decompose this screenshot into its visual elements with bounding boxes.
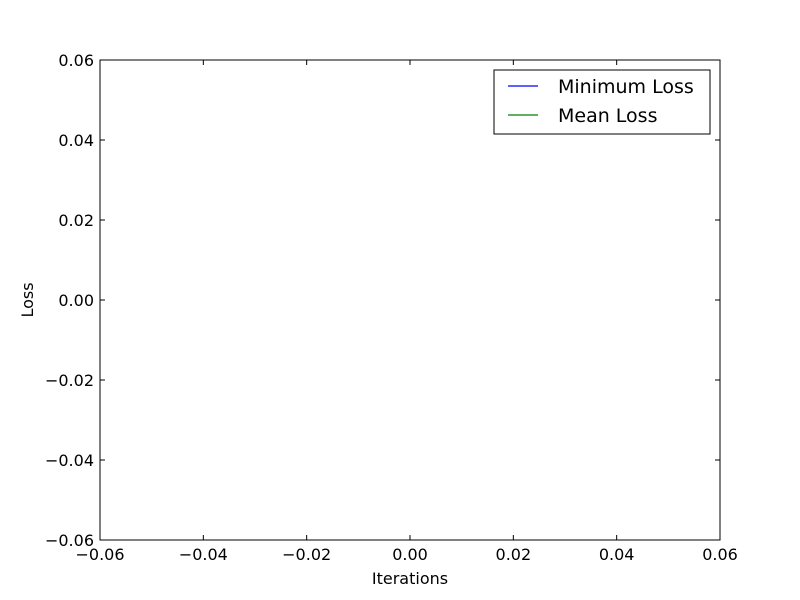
x-tick-label: 0.02	[496, 545, 532, 564]
y-tick-label: −0.02	[45, 371, 94, 390]
legend-box	[493, 69, 711, 135]
x-tick-label: −0.06	[75, 545, 124, 564]
legend-label-mean-loss: Mean Loss	[558, 105, 657, 127]
x-tick-label: −0.04	[179, 545, 228, 564]
x-axis-title: Iterations	[372, 569, 448, 588]
x-tick-label: 0.06	[702, 545, 738, 564]
y-tick-label: −0.06	[45, 531, 94, 550]
y-tick-label: 0.00	[58, 291, 94, 310]
x-tick-label: −0.02	[282, 545, 331, 564]
x-tick-label: 0.00	[392, 545, 428, 564]
ticks: −0.06 −0.04 −0.02 0.00 0.02 0.04 0.06 −0.06 −0.0…	[45, 51, 738, 564]
y-tick-label: −0.04	[45, 451, 94, 470]
legend-label-minimum-loss: Minimum Loss	[558, 76, 694, 98]
y-axis-title: Loss	[18, 282, 37, 317]
y-tick-label: 0.04	[58, 131, 94, 150]
y-tick-label: 0.06	[58, 51, 94, 70]
y-tick-label: 0.02	[58, 211, 94, 230]
legend: Minimum Loss Mean Loss	[493, 69, 711, 135]
x-tick-label: 0.04	[599, 545, 635, 564]
